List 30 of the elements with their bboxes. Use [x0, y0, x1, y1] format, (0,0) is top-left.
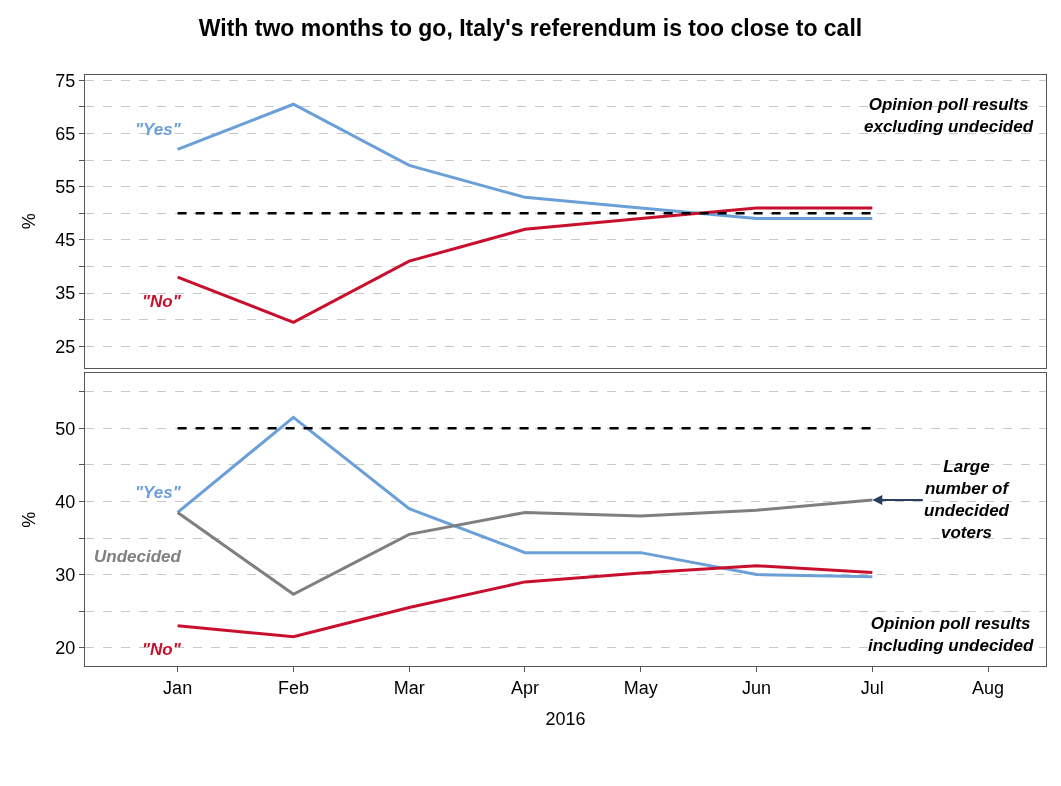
annotation: Opinion poll results excluding undecided — [864, 95, 1034, 137]
x-tick-label: May — [623, 677, 658, 698]
y-tick-label: 20 — [55, 638, 76, 659]
y-tick-label: 35 — [55, 283, 76, 304]
y-tick-label: 40 — [55, 491, 76, 512]
y-tick-label: 55 — [55, 177, 76, 197]
series-label: "Yes" — [135, 120, 182, 139]
y-axis-title: % — [18, 213, 39, 230]
x-tick-label: Jun — [742, 677, 772, 698]
x-axis-title: 2016 — [545, 708, 586, 729]
x-tick-label: Apr — [510, 677, 539, 698]
x-tick-label: Mar — [393, 677, 425, 698]
series-label: Undecided — [94, 547, 182, 566]
series-label: "No" — [142, 640, 182, 659]
y-tick-label: 25 — [55, 336, 76, 357]
x-tick-label: Aug — [972, 677, 1005, 698]
annotation: Large number of undecided voters — [924, 457, 1011, 543]
y-axis-title: % — [18, 511, 39, 528]
annotation: Opinion poll results including undecided — [868, 614, 1034, 656]
y-tick-label: 50 — [55, 418, 76, 439]
x-tick-label: Jan — [163, 677, 193, 698]
y-tick-label: 65 — [55, 123, 76, 144]
y-tick-label: 45 — [55, 230, 76, 251]
series-label: "No" — [142, 292, 182, 311]
y-tick-label: 75 — [55, 70, 76, 91]
x-tick-label: Jul — [860, 677, 884, 698]
chart-title: With two months to go, Italy's referendum is too close to call — [198, 14, 863, 41]
x-tick-label: Feb — [277, 677, 309, 698]
y-tick-label: 30 — [55, 564, 76, 585]
series-label: "Yes" — [135, 483, 182, 502]
